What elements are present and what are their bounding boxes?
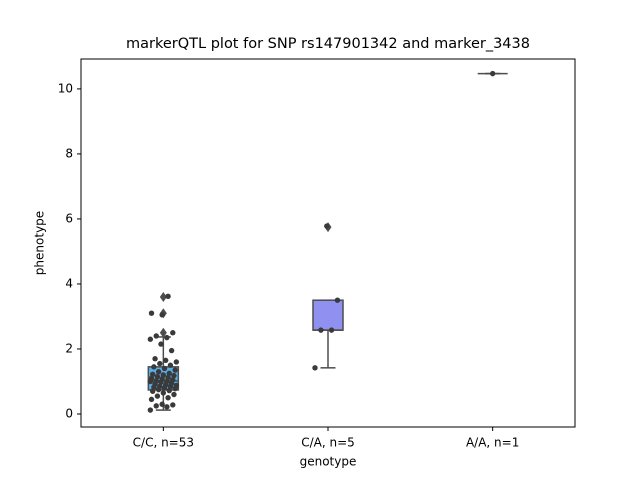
point xyxy=(154,373,161,380)
y-axis-label: phenotype xyxy=(33,211,47,275)
point xyxy=(172,367,178,373)
point xyxy=(147,407,154,413)
point xyxy=(489,70,496,77)
point xyxy=(167,362,174,368)
point xyxy=(158,341,164,347)
point xyxy=(164,334,170,341)
point xyxy=(171,372,177,379)
point xyxy=(318,327,324,333)
point xyxy=(154,393,161,399)
point xyxy=(159,401,165,407)
x-tick-label: C/A, n=5 xyxy=(301,436,355,450)
point xyxy=(151,364,157,370)
outlier xyxy=(159,291,167,302)
point xyxy=(161,365,168,372)
y-tick-label: 8 xyxy=(65,146,73,160)
point xyxy=(153,403,159,409)
point xyxy=(157,383,163,390)
point xyxy=(165,395,171,401)
point xyxy=(159,312,165,318)
point xyxy=(165,293,171,300)
point xyxy=(148,310,155,316)
point xyxy=(166,370,172,377)
y-tick-label: 0 xyxy=(65,406,73,420)
point xyxy=(153,333,159,339)
point xyxy=(157,360,163,367)
point xyxy=(170,330,176,336)
point xyxy=(149,371,156,378)
point xyxy=(170,377,176,383)
point xyxy=(162,357,169,364)
point xyxy=(148,396,155,403)
x-axis-label: genotype xyxy=(300,455,357,469)
point xyxy=(170,402,176,408)
x-tick-label: C/C, n=53 xyxy=(133,436,194,450)
point xyxy=(155,369,162,375)
point xyxy=(166,387,172,394)
point xyxy=(152,356,158,362)
point xyxy=(324,223,330,229)
point xyxy=(153,378,159,384)
point xyxy=(160,372,167,378)
box xyxy=(312,299,344,331)
point xyxy=(160,390,167,396)
outlier xyxy=(159,327,167,338)
point xyxy=(328,327,335,333)
y-tick-label: 6 xyxy=(65,211,73,225)
point xyxy=(147,336,154,342)
point xyxy=(171,391,177,398)
y-tick-label: 2 xyxy=(65,341,73,355)
y-tick-label: 10 xyxy=(58,81,73,95)
x-tick-label: A/A, n=1 xyxy=(466,436,519,450)
point xyxy=(165,374,171,381)
point xyxy=(173,359,180,365)
point xyxy=(168,347,175,354)
point xyxy=(312,365,318,371)
point xyxy=(164,404,170,410)
point xyxy=(173,382,180,389)
point xyxy=(334,297,341,303)
chart-title: markerQTL plot for SNP rs147901342 and m… xyxy=(126,36,530,52)
y-tick-label: 4 xyxy=(65,276,73,290)
plot-frame xyxy=(80,58,576,428)
